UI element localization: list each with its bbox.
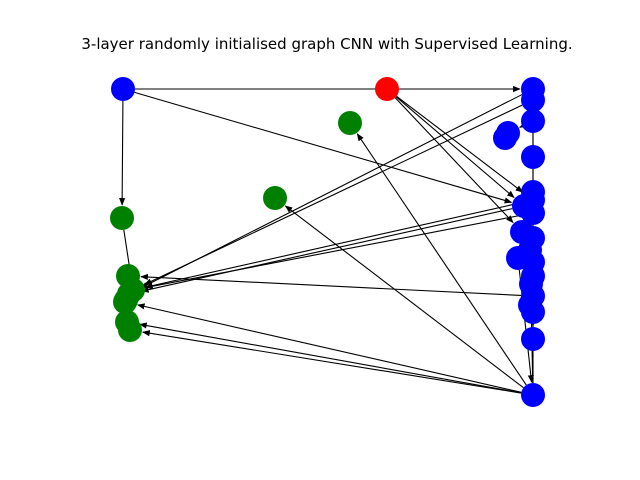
graph-node-blue (521, 109, 545, 133)
edge-layer (119, 85, 537, 394)
graph-node-green (110, 206, 134, 230)
graph-node-green (118, 318, 142, 342)
graph-node-blue (493, 126, 517, 150)
figure-title: 3-layer randomly initialised graph CNN w… (81, 35, 572, 53)
graph-edge (396, 95, 524, 193)
graph-edge (140, 273, 522, 296)
graph-edge (119, 100, 126, 206)
graph-node-green (114, 288, 138, 312)
graph-node-blue (521, 88, 545, 112)
graph-node-green (338, 111, 362, 135)
graph-node-green (263, 186, 287, 210)
graph-node-blue (521, 300, 545, 324)
graph-node-blue (521, 327, 545, 351)
graph-edge (395, 96, 515, 199)
graph-edge (394, 97, 514, 224)
graph-node-blue (521, 145, 545, 169)
graph-edge (144, 104, 523, 285)
graph-edge (284, 205, 524, 389)
graph-edge (139, 322, 522, 394)
graph-edge (144, 202, 522, 289)
graph-edge (142, 330, 522, 394)
graph-node-red (375, 77, 399, 101)
graph-edge (134, 91, 513, 204)
node-layer (110, 77, 545, 407)
graph-node-blue (521, 201, 545, 225)
graph-edge (136, 303, 522, 393)
graph-edge (519, 121, 528, 128)
graph-node-blue (521, 383, 545, 407)
graph-edge (145, 214, 522, 290)
graph-node-blue (111, 77, 135, 101)
graph-edge (140, 208, 513, 293)
graph-edge (356, 133, 527, 386)
